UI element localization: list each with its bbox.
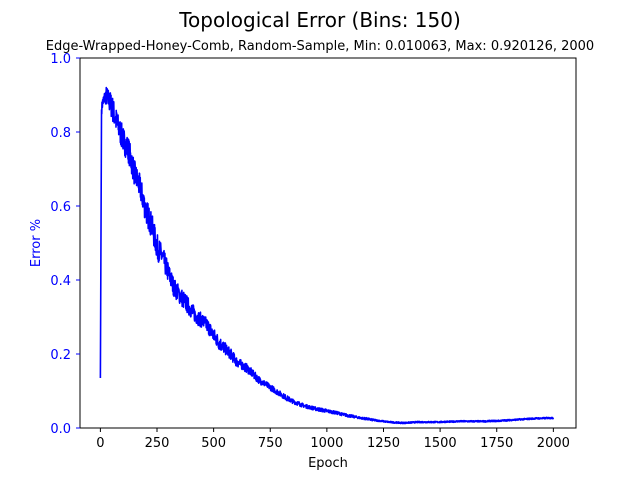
- y-tick-label: 0.0: [50, 422, 71, 437]
- x-tick-label: 250: [145, 436, 170, 451]
- y-tick-label: 0.8: [50, 126, 71, 141]
- chart-subtitle: Edge-Wrapped-Honey-Comb, Random-Sample, …: [46, 39, 594, 54]
- error-series-line: [99, 86, 555, 425]
- plot-frame: [79, 57, 577, 429]
- y-tick-label: 0.4: [50, 274, 71, 289]
- x-tick-label: 1500: [424, 436, 457, 451]
- chart-title: Topological Error (Bins: 150): [178, 8, 461, 32]
- x-tick-label: 1750: [480, 436, 513, 451]
- x-tick-label: 2000: [537, 436, 570, 451]
- x-axis: 0 250 500 750 1000 1250 1500 1750 2000: [96, 428, 570, 451]
- x-tick-label: 500: [201, 436, 226, 451]
- y-tick-label: 1.0: [50, 52, 71, 67]
- y-tick-label: 0.6: [50, 200, 71, 215]
- x-tick-label: 1250: [367, 436, 400, 451]
- x-tick-label: 0: [96, 436, 104, 451]
- x-tick-label: 1000: [310, 436, 343, 451]
- plot-area: [79, 57, 577, 429]
- series-layer: [99, 86, 555, 425]
- x-axis-label: Epoch: [308, 456, 348, 471]
- y-axis: 0.0 0.2 0.4 0.6 0.8 1.0: [50, 52, 80, 437]
- y-axis-label: Error %: [29, 219, 44, 267]
- x-tick-label: 750: [258, 436, 283, 451]
- y-tick-label: 0.2: [50, 348, 71, 363]
